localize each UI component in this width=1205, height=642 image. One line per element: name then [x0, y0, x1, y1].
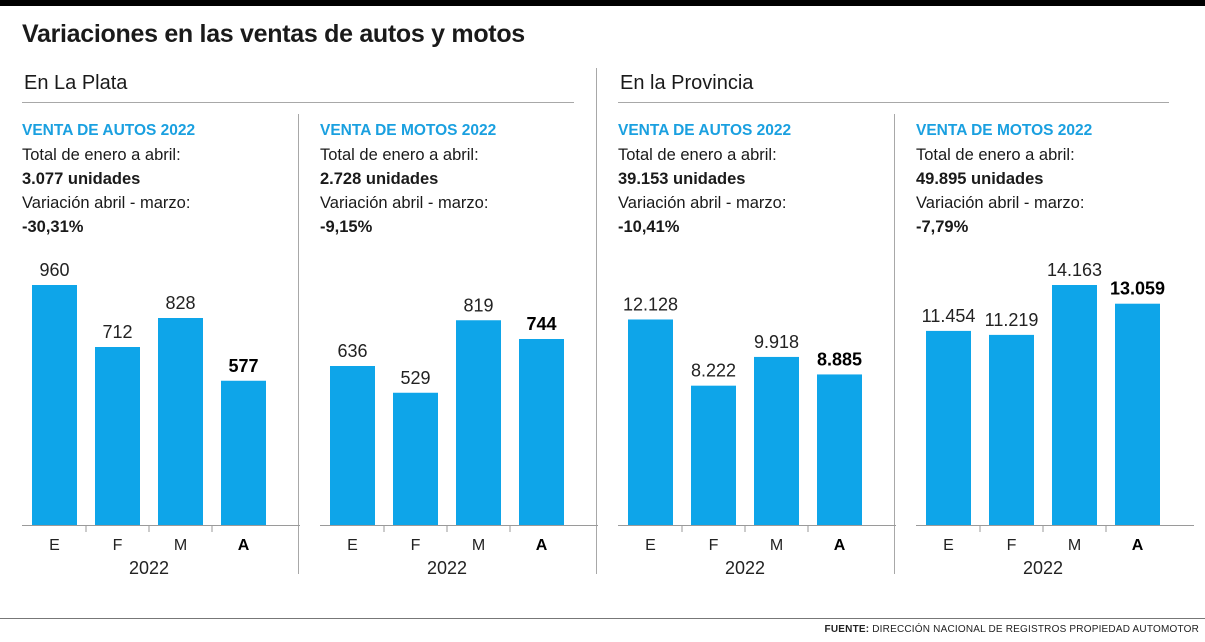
source-note: FUENTE: DIRECCIÓN NACIONAL DE REGISTROS … [825, 624, 1199, 635]
category-label: M [1068, 537, 1081, 554]
category-label: E [943, 537, 954, 554]
x-axis-label: 2022 [725, 558, 765, 578]
category-label: F [709, 537, 719, 554]
section-rule-provincia [618, 102, 1169, 103]
chart-title: VENTA DE AUTOS 2022 [618, 122, 792, 139]
variation-label: Variación abril - marzo: [22, 194, 191, 212]
chart-panel-autos-la-plata: VENTA DE AUTOS 2022 Total de enero a abr… [22, 112, 312, 582]
section-title-provincia: En la Provincia [620, 72, 754, 94]
total-value: 2.728 unidades [320, 170, 439, 188]
section-title-la-plata: En La Plata [24, 72, 128, 94]
bar-F [95, 347, 140, 525]
bar-M [456, 320, 501, 525]
bar-E [628, 319, 673, 525]
variation-value: -30,31% [22, 218, 84, 236]
category-label: E [49, 537, 60, 554]
category-label: A [1132, 537, 1144, 554]
bar-E [32, 285, 77, 525]
chart-panel-autos-provincia: VENTA DE AUTOS 2022 Total de enero a abr… [618, 112, 908, 582]
x-axis-label: 2022 [427, 558, 467, 578]
chart-panel-motos-provincia: VENTA DE MOTOS 2022 Total de enero a abr… [916, 112, 1205, 582]
main-title: Variaciones en las ventas de autos y mot… [22, 20, 525, 48]
x-axis-label: 2022 [1023, 558, 1063, 578]
chart-title: VENTA DE AUTOS 2022 [22, 122, 196, 139]
total-value: 39.153 unidades [618, 170, 746, 188]
variation-label: Variación abril - marzo: [916, 194, 1085, 212]
value-label: 744 [526, 314, 556, 334]
bar-F [393, 392, 438, 525]
value-label: 8.222 [691, 361, 736, 381]
footer-rule [0, 618, 1205, 619]
category-label: M [472, 537, 485, 554]
bar-chart: 12.128 E 8.222 F 9.918 M 8.885 A 2022 [618, 294, 896, 578]
chart-title: VENTA DE MOTOS 2022 [320, 122, 497, 139]
category-label: F [113, 537, 123, 554]
category-label: A [834, 537, 846, 554]
variation-value: -7,79% [916, 218, 969, 236]
chart-panel-motos-la-plata: VENTA DE MOTOS 2022 Total de enero a abr… [320, 112, 610, 582]
bar-F [691, 385, 736, 525]
bar-M [754, 356, 799, 525]
variation-label: Variación abril - marzo: [618, 194, 787, 212]
value-label: 529 [400, 368, 430, 388]
value-label: 14.163 [1047, 260, 1102, 280]
value-label: 12.128 [623, 294, 678, 314]
section-rule-la-plata [22, 102, 574, 103]
bar-A [817, 374, 862, 525]
x-axis-label: 2022 [129, 558, 169, 578]
value-label: 11.219 [985, 310, 1039, 330]
total-value: 49.895 unidades [916, 170, 1044, 188]
total-label: Total de enero a abril: [618, 146, 777, 164]
variation-value: -9,15% [320, 218, 373, 236]
bar-A [519, 339, 564, 525]
variation-value: -10,41% [618, 218, 680, 236]
bar-E [330, 366, 375, 525]
bar-A [221, 380, 266, 525]
value-label: 819 [463, 295, 493, 315]
bar-E [926, 330, 971, 525]
bar-chart: 11.454 E 11.219 F 14.163 M 13.059 A 2022 [916, 260, 1194, 578]
category-label: E [347, 537, 358, 554]
bar-F [989, 334, 1034, 525]
value-label: 636 [337, 341, 367, 361]
total-value: 3.077 unidades [22, 170, 141, 188]
bar-A [1115, 303, 1160, 525]
value-label: 960 [39, 260, 69, 280]
bar-M [1052, 285, 1097, 525]
category-label: E [645, 537, 656, 554]
chart-title: VENTA DE MOTOS 2022 [916, 122, 1093, 139]
value-label: 11.454 [922, 306, 976, 326]
value-label: 8.885 [817, 349, 862, 369]
bar-chart: 636 E 529 F 819 M 744 A 2022 [320, 295, 598, 578]
category-label: F [411, 537, 421, 554]
value-label: 9.918 [754, 332, 799, 352]
category-label: A [238, 537, 250, 554]
panel-divider [894, 114, 895, 574]
total-label: Total de enero a abril: [22, 146, 181, 164]
bar-M [158, 318, 203, 525]
total-label: Total de enero a abril: [916, 146, 1075, 164]
category-label: M [174, 537, 187, 554]
value-label: 828 [165, 293, 195, 313]
category-label: A [536, 537, 548, 554]
source-text: DIRECCIÓN NACIONAL DE REGISTROS PROPIEDA… [872, 624, 1199, 635]
category-label: M [770, 537, 783, 554]
value-label: 13.059 [1110, 279, 1165, 299]
value-label: 712 [102, 322, 132, 342]
bar-chart: 960 E 712 F 828 M 577 A 2022 [22, 260, 300, 578]
panel-divider [298, 114, 299, 574]
section-divider [596, 68, 597, 574]
top-bar [0, 0, 1205, 6]
variation-label: Variación abril - marzo: [320, 194, 489, 212]
source-label: FUENTE: [824, 624, 870, 635]
total-label: Total de enero a abril: [320, 146, 479, 164]
category-label: F [1007, 537, 1017, 554]
value-label: 577 [228, 356, 258, 376]
